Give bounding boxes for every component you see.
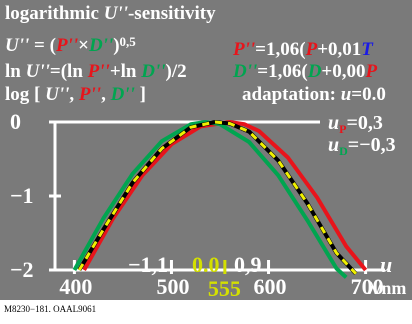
eq2-ln: ln xyxy=(5,61,26,82)
eq3-p: P'' xyxy=(79,84,101,105)
eq2-tail: )/2 xyxy=(166,61,187,82)
legend-u-d-value: =−0,3 xyxy=(348,134,396,156)
eqd-mid2: +0,00 xyxy=(321,61,365,82)
adaptation-text: adaptation: xyxy=(242,84,341,105)
u-axis-title-text: u xyxy=(380,252,392,277)
legend-u-d: uD=−0,3 xyxy=(328,134,396,162)
eq2-plus: +ln xyxy=(110,61,141,82)
x-tick-label-2: 600 xyxy=(254,274,287,299)
eq3-post: ] xyxy=(135,84,146,105)
title-suffix: -sensitivity xyxy=(128,3,216,24)
legend-u-p-u: u xyxy=(328,112,339,134)
eq2-lhs: U'' xyxy=(26,61,50,82)
adaptation-label: adaptation: u=0.0 xyxy=(242,84,386,105)
eqd-lhs: D'' xyxy=(233,61,257,82)
eqp-t: T xyxy=(361,39,373,60)
eq2-d: D'' xyxy=(141,61,165,82)
u-axis-left-label: −1,1 xyxy=(128,253,168,277)
eqp-mid2: +0,01 xyxy=(317,39,361,60)
eq1-exp: 0,5 xyxy=(120,34,136,49)
x-tick-label-1: 500 xyxy=(156,274,189,299)
x-axis-label: λ/nm xyxy=(368,278,407,298)
eq3-c1: , xyxy=(69,84,79,105)
marked-x-label: 555 xyxy=(208,276,241,300)
eq1-lhs: U'' xyxy=(5,35,29,56)
series-mean-curve-base xyxy=(79,122,356,274)
eqd-d: D xyxy=(308,61,322,82)
adaptation-value: =0.0 xyxy=(351,84,386,105)
u-axis-mid-label: 0.0 xyxy=(192,253,220,277)
eqp-lhs: P'' xyxy=(233,39,255,60)
eqd-mid: =1,06( xyxy=(257,61,307,82)
eqp-mid: =1,06( xyxy=(255,39,305,60)
equation-log-vector: log [ U'', P'', D'' ] xyxy=(5,84,146,105)
equation-p: P''=1,06(P+0,01T xyxy=(233,39,373,60)
eq1-eq: = ( xyxy=(29,35,56,56)
eq3-pre: log [ xyxy=(5,84,45,105)
eqd-p: P xyxy=(366,61,378,82)
u-axis-title: u xyxy=(380,253,392,277)
legend-u-d-u: u xyxy=(328,134,339,156)
title-prefix: logarithmic xyxy=(5,3,104,24)
eq3-u: U'' xyxy=(45,84,69,105)
eq1-times: × xyxy=(78,35,89,56)
figure-code: M8230−181. OAAL9061 xyxy=(4,304,96,314)
x-tick-label-0: 400 xyxy=(59,274,92,299)
title-var: U'' xyxy=(104,3,128,24)
eq3-d: D'' xyxy=(111,84,135,105)
eq3-c2: , xyxy=(101,84,111,105)
legend-u-d-sub: D xyxy=(339,144,348,158)
eq1-p: P'' xyxy=(56,35,78,56)
eq2-eq: =(ln xyxy=(50,61,88,82)
equation-d: D''=1,06(D+0,00P xyxy=(233,61,377,82)
equation-geometric-mean: U'' = (P''×D'')0,5 xyxy=(5,31,136,56)
chart-figure: 0 −1 −2 400 500 600 700 555 λ/nm logarithmic U''… xyxy=(0,0,412,300)
adaptation-u: u xyxy=(341,84,352,105)
y-tick-label-2: −2 xyxy=(10,257,34,282)
y-tick-label-1: −1 xyxy=(10,183,34,208)
u-axis-right-label: 0,9 xyxy=(234,253,262,277)
eq2-p: P'' xyxy=(88,61,110,82)
eqp-p: P xyxy=(306,39,318,60)
equation-log-mean: ln U''=(ln P''+ln D'')/2 xyxy=(5,61,187,82)
legend-u-p-value: =0,3 xyxy=(346,112,382,134)
y-tick-label-0: 0 xyxy=(10,109,21,134)
eq1-d: D'' xyxy=(89,35,113,56)
chart-title: logarithmic U''-sensitivity xyxy=(5,3,216,24)
